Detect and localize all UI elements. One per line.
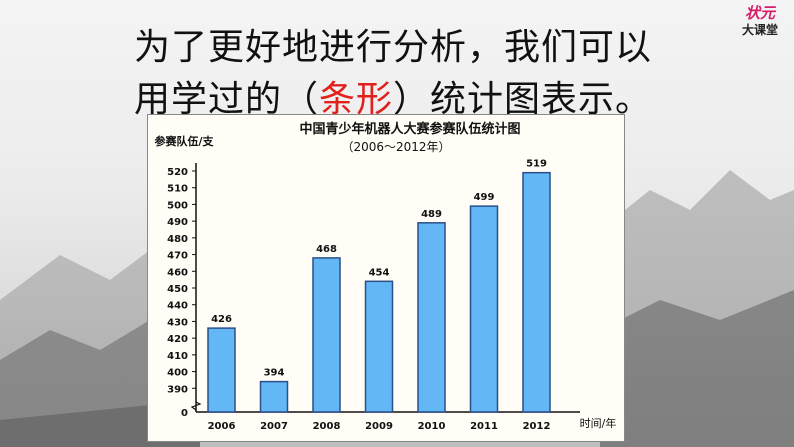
logo-top-text: 状元 [744,4,775,22]
y-tick-label-520: 520 [167,167,188,178]
y-tick-label-390: 390 [167,384,188,395]
y-tick-label-0: 0 [181,408,188,419]
chart-title: 中国青少年机器人大赛参赛队伍统计图 [299,121,520,137]
bar-2008 [312,257,341,413]
bar-value-label-2007: 394 [264,368,285,379]
heading-line-1-text: 为了更好地进行分析，我们可以 [134,27,653,68]
y-tick-label-510: 510 [167,184,188,195]
heading-line-2-before: 用学过的（ [134,79,320,120]
bars: 426 2006 394 2007 468 2008 454 2009 489 2010 499 20… [207,159,551,432]
y-tick-label-410: 410 [167,351,188,362]
x-tick-label-2007: 2007 [260,421,288,432]
bar-value-label-2009: 454 [369,267,390,278]
heading-line-1: 为了更好地进行分析，我们可以 [134,18,652,70]
bar-value-label-2008: 468 [316,244,337,255]
y-tick-label-420: 420 [167,334,188,345]
bar-2012 [522,171,551,413]
chart-subtitle: （2006～2012年） [341,140,450,154]
y-tick-label-450: 450 [167,284,188,295]
bar-value-label-2006: 426 [211,314,232,325]
bar-2010 [417,222,446,413]
bar-value-label-2011: 499 [474,192,495,203]
x-tick-label-2008: 2008 [313,421,341,432]
heading-highlight: 条形 [319,79,394,120]
y-tick-label-460: 460 [167,267,188,278]
x-tick-label-2012: 2012 [523,421,551,432]
x-tick-label-2011: 2011 [470,421,498,432]
heading-line-2-after: ）统计图表示。 [393,79,653,120]
y-tick-label-480: 480 [167,234,188,245]
chart-panel: 中国青少年机器人大赛参赛队伍统计图 （2006～2012年） 参赛队伍/支 时间… [147,114,625,442]
bar-2009 [364,280,394,413]
y-tick-label-490: 490 [167,217,188,228]
y-tick-label-430: 430 [167,317,188,328]
bar-2006 [207,327,236,413]
axis-break-mark [190,401,202,411]
bar-value-label-2010: 489 [421,209,442,220]
x-tick-label-2010: 2010 [418,421,446,432]
bar-2007 [259,380,289,413]
y-tick-label-500: 500 [167,200,188,211]
y-tick-label-440: 440 [167,301,188,312]
bar-chart: 中国青少年机器人大赛参赛队伍统计图 （2006～2012年） 参赛队伍/支 时间… [154,121,617,432]
y-tick-label-400: 400 [167,368,188,379]
x-tick-label-2009: 2009 [365,421,393,432]
bar-value-label-2012: 519 [526,159,547,170]
heading-line-2: 用学过的（条形）统计图表示。 [134,70,652,122]
y-tick-label-470: 470 [167,251,188,262]
bar-2011 [469,205,499,413]
y-axis-label: 参赛队伍/支 [154,134,214,148]
y-ticks: 0 390 400 410 420 430 440 450 460 470 480 490 500 510… [167,167,196,419]
x-tick-label-2006: 2006 [208,421,236,432]
brand-logo: 状元 大课堂 [732,4,788,48]
logo-bottom-text: 大课堂 [741,23,778,37]
x-axis-label: 时间/年 [580,416,617,430]
